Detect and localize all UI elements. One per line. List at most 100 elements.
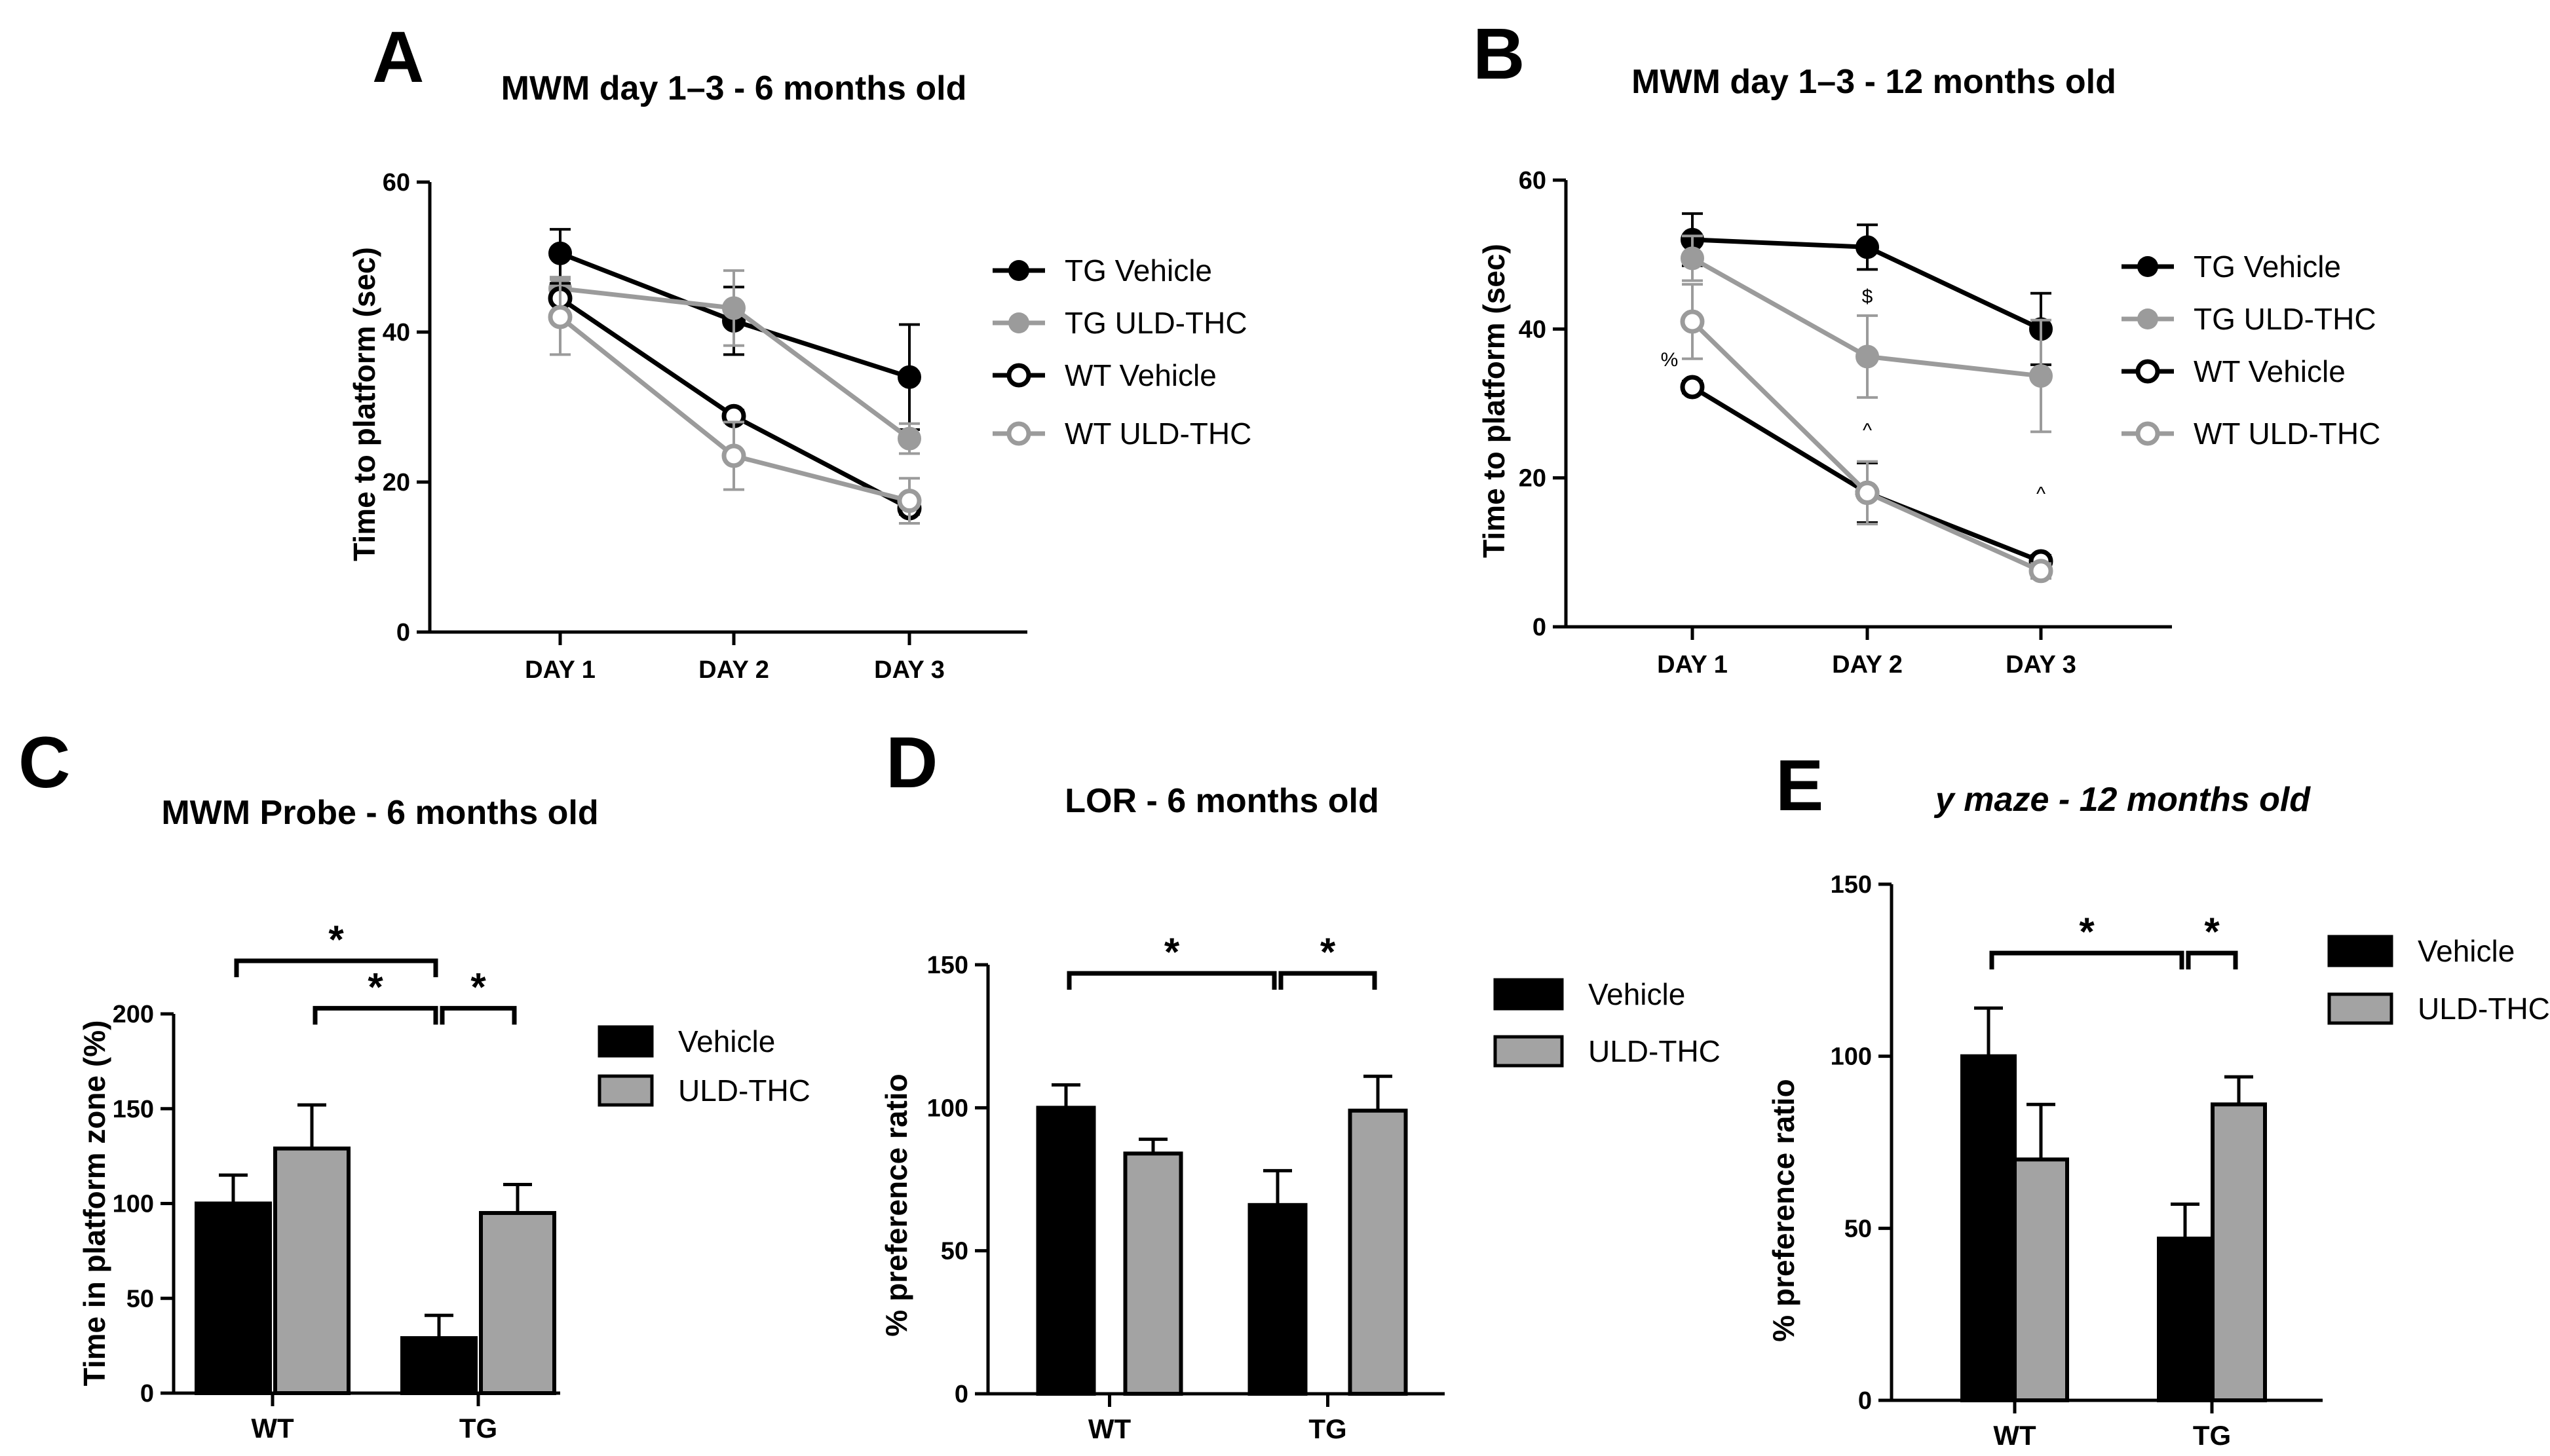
panel-a-line-chart: MWM day 1–3 - 6 months old Time to platf… — [347, 69, 1251, 684]
panel-c-legend-swatch-vehicle — [598, 1025, 654, 1058]
panel-a-legend-marker-tg-uld-thc — [1008, 312, 1029, 333]
panel-d-legend-swatch-uld-thc — [1493, 1035, 1564, 1068]
panel-a-title: MWM day 1–3 - 6 months old — [501, 69, 967, 107]
panel-d-significance-star: * — [1164, 930, 1180, 974]
panel-a-point-wt-uld-thc — [897, 489, 922, 513]
panel-b-legend-label-tg-uld-thc: TG ULD-THC — [2194, 302, 2376, 336]
panel-c-xtick-label: WT — [251, 1413, 294, 1444]
panel-e-legend-swatch-vehicle — [2327, 935, 2393, 967]
panel-b-ytick-label: 60 — [1519, 167, 1546, 195]
panel-e-legend: Vehicle ULD-THC — [2327, 934, 2550, 1026]
panel-a-legend-marker-tg-vehicle — [1008, 260, 1029, 281]
panel-a-legend-label-wt-uld-thc: WT ULD-THC — [1065, 417, 1251, 451]
panel-c-title: MWM Probe - 6 months old — [161, 794, 598, 832]
panel-d-legend: Vehicle ULD-THC — [1493, 977, 1721, 1068]
panel-c-significance-bracket — [440, 1005, 517, 1025]
panel-b-annotation: ^ — [1863, 420, 1872, 441]
panel-b-line-chart: MWM day 1–3 - 12 months old Time to plat… — [1477, 63, 2380, 679]
panel-b-annotation: % — [1661, 349, 1679, 371]
panel-b-annotation: $ — [1862, 286, 1873, 308]
panel-b-point-tg-uld-thc — [1855, 345, 1879, 369]
panel-d-marks: * * — [1036, 930, 1408, 1396]
panel-d-bar-uld-thc — [1348, 1108, 1408, 1396]
panel-a-legend-label-wt-vehicle: WT Vehicle — [1065, 358, 1217, 392]
panel-b-ytick-label: 20 — [1519, 465, 1546, 493]
panel-e-bar-vehicle — [1960, 1054, 2017, 1402]
panel-c-ytick-label: 150 — [113, 1096, 154, 1123]
panel-b-axes: 0 20 40 60 DAY 1 DAY 2 DAY 3 — [1519, 167, 2172, 679]
panel-b-legend-label-wt-vehicle: WT Vehicle — [2194, 354, 2346, 388]
panel-d-bar-vehicle — [1036, 1106, 1096, 1396]
panel-letter-a: A — [372, 17, 424, 98]
panel-b-point-wt-uld-thc — [1680, 309, 1705, 334]
panel-b-ytick-label: 0 — [1532, 614, 1546, 641]
panel-e-marks: * * — [1960, 910, 2267, 1403]
panel-a-axes: 0 20 40 60 DAY 1 DAY 2 DAY 3 — [383, 169, 1027, 684]
panel-a-point-tg-uld-thc — [722, 296, 746, 320]
panel-a-point-tg-vehicle — [548, 241, 572, 265]
panel-d-ytick-label: 150 — [927, 952, 968, 979]
panel-d-significance-star: * — [1320, 930, 1336, 974]
panel-d-legend-swatch-vehicle — [1493, 978, 1564, 1011]
panel-e-legend-label-uld-thc: ULD-THC — [2418, 992, 2550, 1026]
panel-b-xtick-label: DAY 2 — [1832, 651, 1903, 679]
panel-c-ytick-label: 200 — [113, 1001, 154, 1028]
panel-c-axes: 0 50 100 150 200 WT TG — [113, 1001, 560, 1444]
panel-letter-e: E — [1776, 745, 1823, 826]
panel-c-significance-bracket — [234, 958, 438, 977]
panel-b-annotation: ^ — [2036, 483, 2046, 505]
panel-a-xtick-label: DAY 1 — [525, 656, 596, 684]
panel-c-legend-swatch-uld-thc — [598, 1074, 654, 1107]
panel-e-significance-star: * — [2204, 910, 2220, 954]
panel-b-point-tg-uld-thc — [2029, 364, 2053, 388]
panel-b-xtick-label: DAY 1 — [1657, 651, 1728, 679]
panel-b-point-tg-uld-thc — [1681, 246, 1704, 271]
panel-c-ytick-label: 100 — [113, 1191, 154, 1218]
panel-e-ytick-label: 100 — [1831, 1043, 1872, 1071]
panel-c-legend: Vehicle ULD-THC — [598, 1024, 810, 1108]
panel-d-bar-chart: LOR - 6 months old % preference ratio 0 5… — [879, 782, 1721, 1444]
panel-a-legend-label-tg-uld-thc: TG ULD-THC — [1065, 306, 1247, 340]
panel-letter-c: C — [18, 722, 70, 803]
panel-e-ytick-label: 150 — [1831, 871, 1872, 899]
panel-d-ytick-label: 0 — [955, 1381, 968, 1408]
panel-d-legend-label-vehicle: Vehicle — [1588, 977, 1685, 1011]
panel-c-significance-star: * — [470, 965, 486, 1009]
panel-letter-d: D — [886, 722, 938, 803]
panel-b-legend-label-tg-vehicle: TG Vehicle — [2194, 250, 2341, 284]
panel-d-xtick-label: WT — [1088, 1413, 1132, 1444]
panel-c-xtick-label: TG — [459, 1413, 497, 1444]
panel-e-legend-swatch-uld-thc — [2327, 992, 2393, 1025]
panel-c-significance-bracket — [313, 1005, 438, 1025]
panel-c-marks: * * * — [195, 918, 556, 1396]
panel-e-xtick-label: WT — [1993, 1420, 2036, 1451]
panel-e-legend-label-vehicle: Vehicle — [2418, 934, 2515, 968]
panel-e-significance-star: * — [2079, 910, 2095, 954]
panel-e-significance-bracket — [2186, 950, 2238, 970]
panel-d-ytick-label: 100 — [927, 1094, 968, 1122]
panel-a-ylabel: Time to platform (sec) — [347, 247, 381, 561]
panel-e-significance-bracket — [1989, 950, 2184, 970]
panel-c-bar-uld-thc — [273, 1146, 351, 1396]
panel-e-ytick-label: 0 — [1858, 1387, 1872, 1415]
panel-a-legend-label-tg-vehicle: TG Vehicle — [1065, 253, 1212, 288]
panel-d-bar-uld-thc — [1123, 1151, 1183, 1396]
panel-b-point-wt-uld-thc — [1855, 480, 1880, 505]
panel-a-xtick-label: DAY 2 — [698, 656, 769, 684]
panel-b-ytick-label: 40 — [1519, 316, 1546, 343]
panel-b-point-tg-vehicle — [1855, 235, 1879, 259]
panel-c-significance-star: * — [328, 918, 344, 961]
panel-b-ylabel: Time to platform (sec) — [1477, 244, 1511, 558]
panel-b-point-wt-uld-thc — [2028, 559, 2053, 584]
panel-d-xtick-label: TG — [1308, 1413, 1346, 1444]
panel-b-marks: % $ ^ ^ — [1661, 212, 2053, 584]
panel-a-ytick-label: 60 — [383, 169, 410, 196]
panel-a-point-tg-vehicle — [898, 365, 921, 389]
panel-b-legend: TG Vehicle TG ULD-THC WT Vehicle WT ULD-THC — [2122, 250, 2380, 451]
panel-e-bar-uld-thc — [2013, 1157, 2069, 1403]
panel-a-ytick-label: 0 — [396, 619, 410, 646]
panel-d-bar-vehicle — [1247, 1203, 1308, 1396]
panel-c-bar-uld-thc — [479, 1210, 556, 1395]
panel-c-bar-chart: MWM Probe - 6 months old Time in platfor… — [77, 794, 810, 1444]
